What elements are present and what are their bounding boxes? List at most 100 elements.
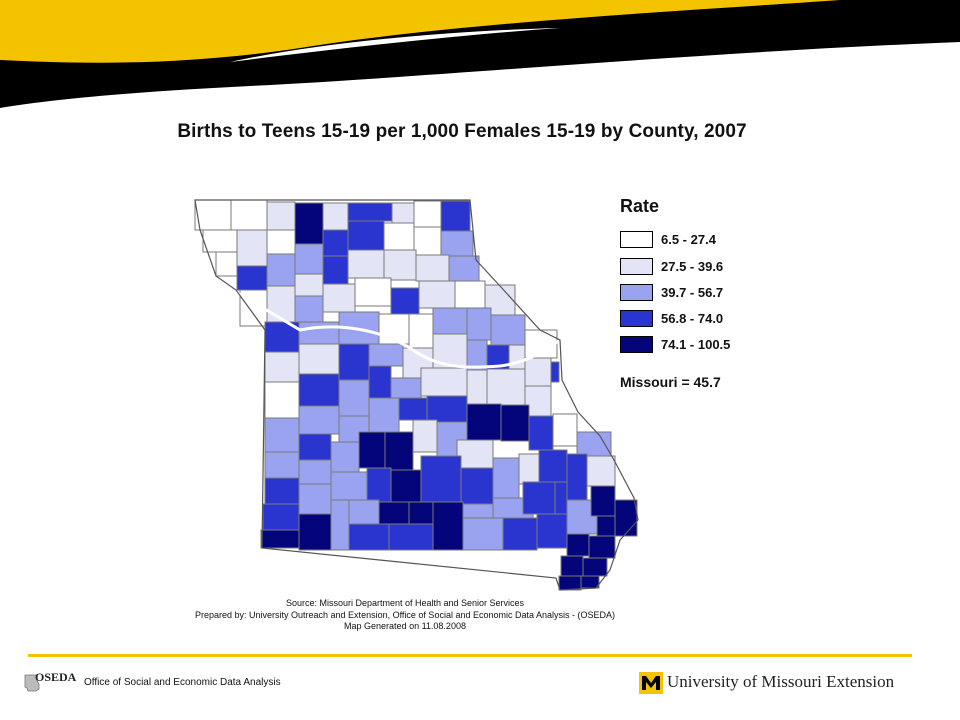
county — [432, 501, 464, 551]
county — [266, 229, 296, 255]
header-banner — [0, 0, 960, 108]
county — [486, 368, 526, 406]
legend-label: 27.5 - 39.6 — [661, 258, 724, 274]
county — [347, 202, 393, 222]
county — [194, 199, 232, 231]
oseda-wordmark: OSEDA — [35, 670, 77, 684]
county — [490, 314, 526, 346]
county — [348, 523, 390, 551]
county — [462, 503, 494, 519]
county — [415, 254, 450, 282]
legend-swatch — [620, 283, 653, 301]
county — [298, 513, 332, 551]
county — [294, 202, 324, 245]
county — [390, 469, 422, 503]
county — [366, 467, 392, 503]
county — [413, 226, 442, 256]
legend-swatch — [620, 309, 653, 327]
county — [588, 535, 616, 559]
county — [518, 453, 540, 485]
county — [408, 501, 434, 525]
state-outline — [194, 199, 639, 591]
county — [236, 265, 268, 291]
county — [262, 503, 300, 531]
county — [298, 483, 332, 515]
county — [456, 439, 494, 469]
legend-item: 6.5 - 27.4 — [620, 229, 716, 249]
county — [466, 369, 488, 405]
legend-swatch — [620, 230, 653, 248]
county — [462, 517, 504, 551]
county — [566, 533, 590, 557]
county — [347, 220, 385, 251]
county — [330, 499, 350, 551]
county — [294, 273, 324, 297]
legend-label: 39.7 - 56.7 — [661, 284, 724, 300]
county — [614, 499, 638, 537]
state-average: Missouri = 45.7 — [620, 374, 721, 390]
county — [298, 321, 340, 345]
county — [338, 343, 370, 381]
mu-tiger-logo — [639, 672, 663, 694]
oseda-logo: OSEDA — [24, 670, 80, 698]
county — [550, 361, 560, 383]
county — [536, 513, 568, 549]
county — [298, 459, 332, 485]
county — [298, 405, 340, 435]
county — [236, 229, 268, 267]
county — [390, 287, 420, 315]
county — [368, 397, 400, 433]
county — [586, 455, 616, 487]
county — [596, 515, 616, 537]
county — [420, 367, 468, 397]
missouri-shape-icon — [24, 674, 40, 692]
county — [294, 295, 324, 323]
legend-label: 56.8 - 74.0 — [661, 310, 724, 326]
county — [358, 431, 386, 469]
county — [383, 249, 417, 281]
county — [202, 229, 238, 253]
county — [460, 467, 494, 505]
missouri-river — [235, 290, 561, 369]
county — [391, 202, 415, 224]
legend-item: 27.5 - 39.6 — [620, 256, 723, 276]
legend-swatch — [620, 335, 653, 353]
county — [230, 199, 268, 231]
county — [383, 222, 415, 251]
county — [440, 200, 471, 232]
county — [294, 243, 324, 275]
county — [298, 343, 340, 375]
county — [264, 351, 300, 383]
prepared-by-line: Prepared by: University Outreach and Ext… — [194, 609, 616, 620]
county — [590, 485, 616, 517]
county — [298, 373, 340, 407]
county — [354, 277, 392, 307]
county — [322, 229, 349, 257]
county — [528, 415, 554, 451]
source-line: Source: Missouri Department of Health an… — [285, 598, 525, 608]
county — [338, 379, 370, 417]
county — [426, 395, 468, 423]
legend-item: 74.1 - 100.5 — [620, 334, 730, 354]
county — [418, 280, 456, 309]
county — [582, 557, 608, 577]
county — [524, 357, 552, 387]
county — [388, 523, 434, 551]
legend-swatch — [620, 257, 653, 275]
county — [420, 455, 462, 503]
county — [538, 449, 568, 483]
county — [502, 517, 538, 551]
map-title: Births to Teens 15-19 per 1,000 Females … — [177, 121, 747, 142]
county — [466, 403, 502, 441]
county — [398, 397, 428, 421]
county — [448, 255, 480, 282]
county — [384, 431, 414, 471]
county — [298, 433, 332, 461]
county-grid — [194, 199, 638, 591]
county — [260, 529, 300, 549]
county — [390, 377, 422, 399]
county — [408, 313, 434, 349]
county — [368, 365, 392, 399]
county — [264, 477, 300, 505]
